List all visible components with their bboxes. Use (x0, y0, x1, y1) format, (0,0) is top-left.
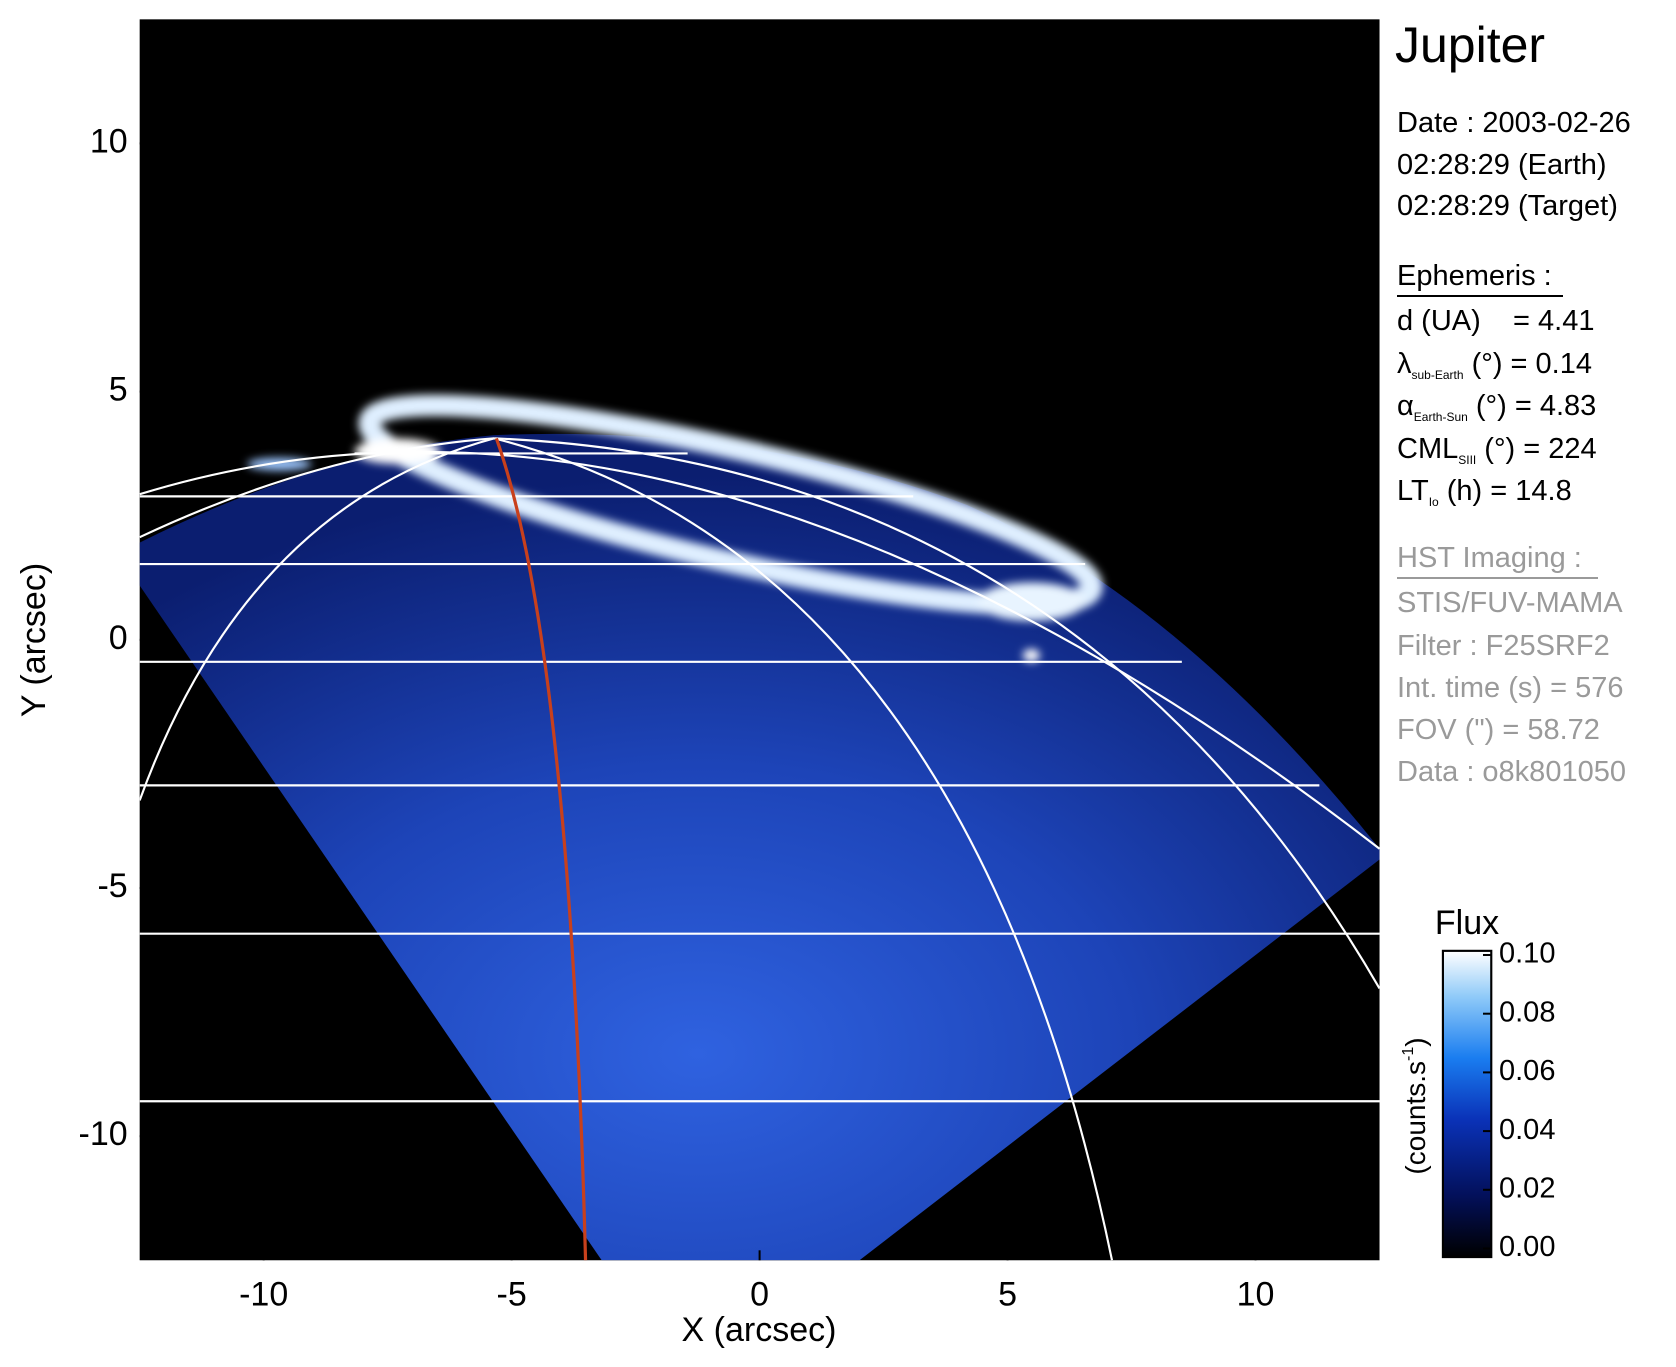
hst-heading: HST Imaging : (1397, 542, 1582, 574)
ephemeris-line: LTIo (h) = 14.8 (1397, 475, 1572, 509)
colorbar-label: Flux (1435, 904, 1499, 942)
hst-line: STIS/FUV-MAMA (1397, 587, 1623, 619)
subscript: Earth-Sun (1414, 410, 1468, 424)
symbol: λ (1397, 348, 1412, 380)
ephemeris-line: λsub-Earth (°) = 0.14 (1397, 348, 1592, 382)
x-tick-label: -10 (239, 1275, 288, 1313)
y-tick-label: 10 (90, 122, 128, 160)
value: (°) = 224 (1476, 433, 1596, 465)
value: (°) = 4.83 (1468, 390, 1596, 422)
unit-exponent: -1 (1400, 1047, 1417, 1061)
x-axis-label: X (arcsec) (682, 1311, 837, 1349)
info-title: Jupiter (1395, 17, 1545, 73)
date-line: 02:28:29 (Earth) (1397, 149, 1607, 181)
hst-line: FOV (") = 58.72 (1397, 714, 1600, 746)
subscript: SIII (1458, 453, 1476, 467)
x-tick-label: -5 (497, 1275, 527, 1313)
symbol: LT (1397, 475, 1429, 507)
y-tick-label: -5 (97, 867, 127, 905)
colorbar-tick-label: 0.08 (1499, 996, 1555, 1028)
ephemeris-line: αEarth-Sun (°) = 4.83 (1397, 390, 1596, 424)
symbol: CML (1397, 433, 1458, 465)
x-tick-label: 5 (998, 1275, 1017, 1313)
y-tick-label: 5 (109, 371, 128, 409)
colorbar-tick-label: 0.02 (1499, 1172, 1555, 1204)
aurora (247, 394, 1103, 662)
grid-overlay (139, 437, 1380, 1261)
colorbar (1441, 949, 1493, 1259)
colorbar-tick-label: 0.04 (1499, 1114, 1555, 1146)
ephemeris-line: CMLSIII (°) = 224 (1397, 433, 1597, 467)
colorbar-unit: (counts.s-1) (1400, 1037, 1431, 1174)
ephemeris-heading: Ephemeris : (1397, 260, 1552, 292)
symbol: α (1397, 390, 1414, 422)
unit: (counts.s (1400, 1061, 1431, 1175)
planet-disk (139, 433, 1380, 1261)
x-tick-label: 0 (750, 1275, 769, 1313)
subscript: Io (1429, 495, 1439, 509)
hst-line: Filter : F25SRF2 (1397, 630, 1610, 662)
y-tick-label: 0 (109, 619, 128, 657)
central-meridian (494, 437, 588, 1261)
colorbar-tick-label: 0.06 (1499, 1055, 1555, 1087)
ephemeris-line: d (UA) = 4.41 (1397, 305, 1594, 337)
x-tick-label: 10 (1237, 1275, 1275, 1313)
y-axis-label: Y (arcsec) (15, 563, 53, 717)
hst-line: Int. time (s) = 576 (1397, 672, 1623, 704)
image-layer (139, 19, 1493, 1261)
colorbar-tick-label: 0.10 (1499, 938, 1555, 970)
colorbar-tick-label: 0.00 (1499, 1231, 1555, 1263)
unit-close: ) (1400, 1037, 1431, 1046)
hst-line: Data : o8k801050 (1397, 756, 1626, 788)
subscript: sub-Earth (1412, 368, 1464, 382)
y-tick-label: -10 (79, 1115, 128, 1153)
value: (h) = 14.8 (1439, 475, 1572, 507)
value: (°) = 0.14 (1464, 348, 1592, 380)
date-line: Date : 2003-02-26 (1397, 107, 1631, 139)
date-line: 02:28:29 (Target) (1397, 190, 1618, 222)
